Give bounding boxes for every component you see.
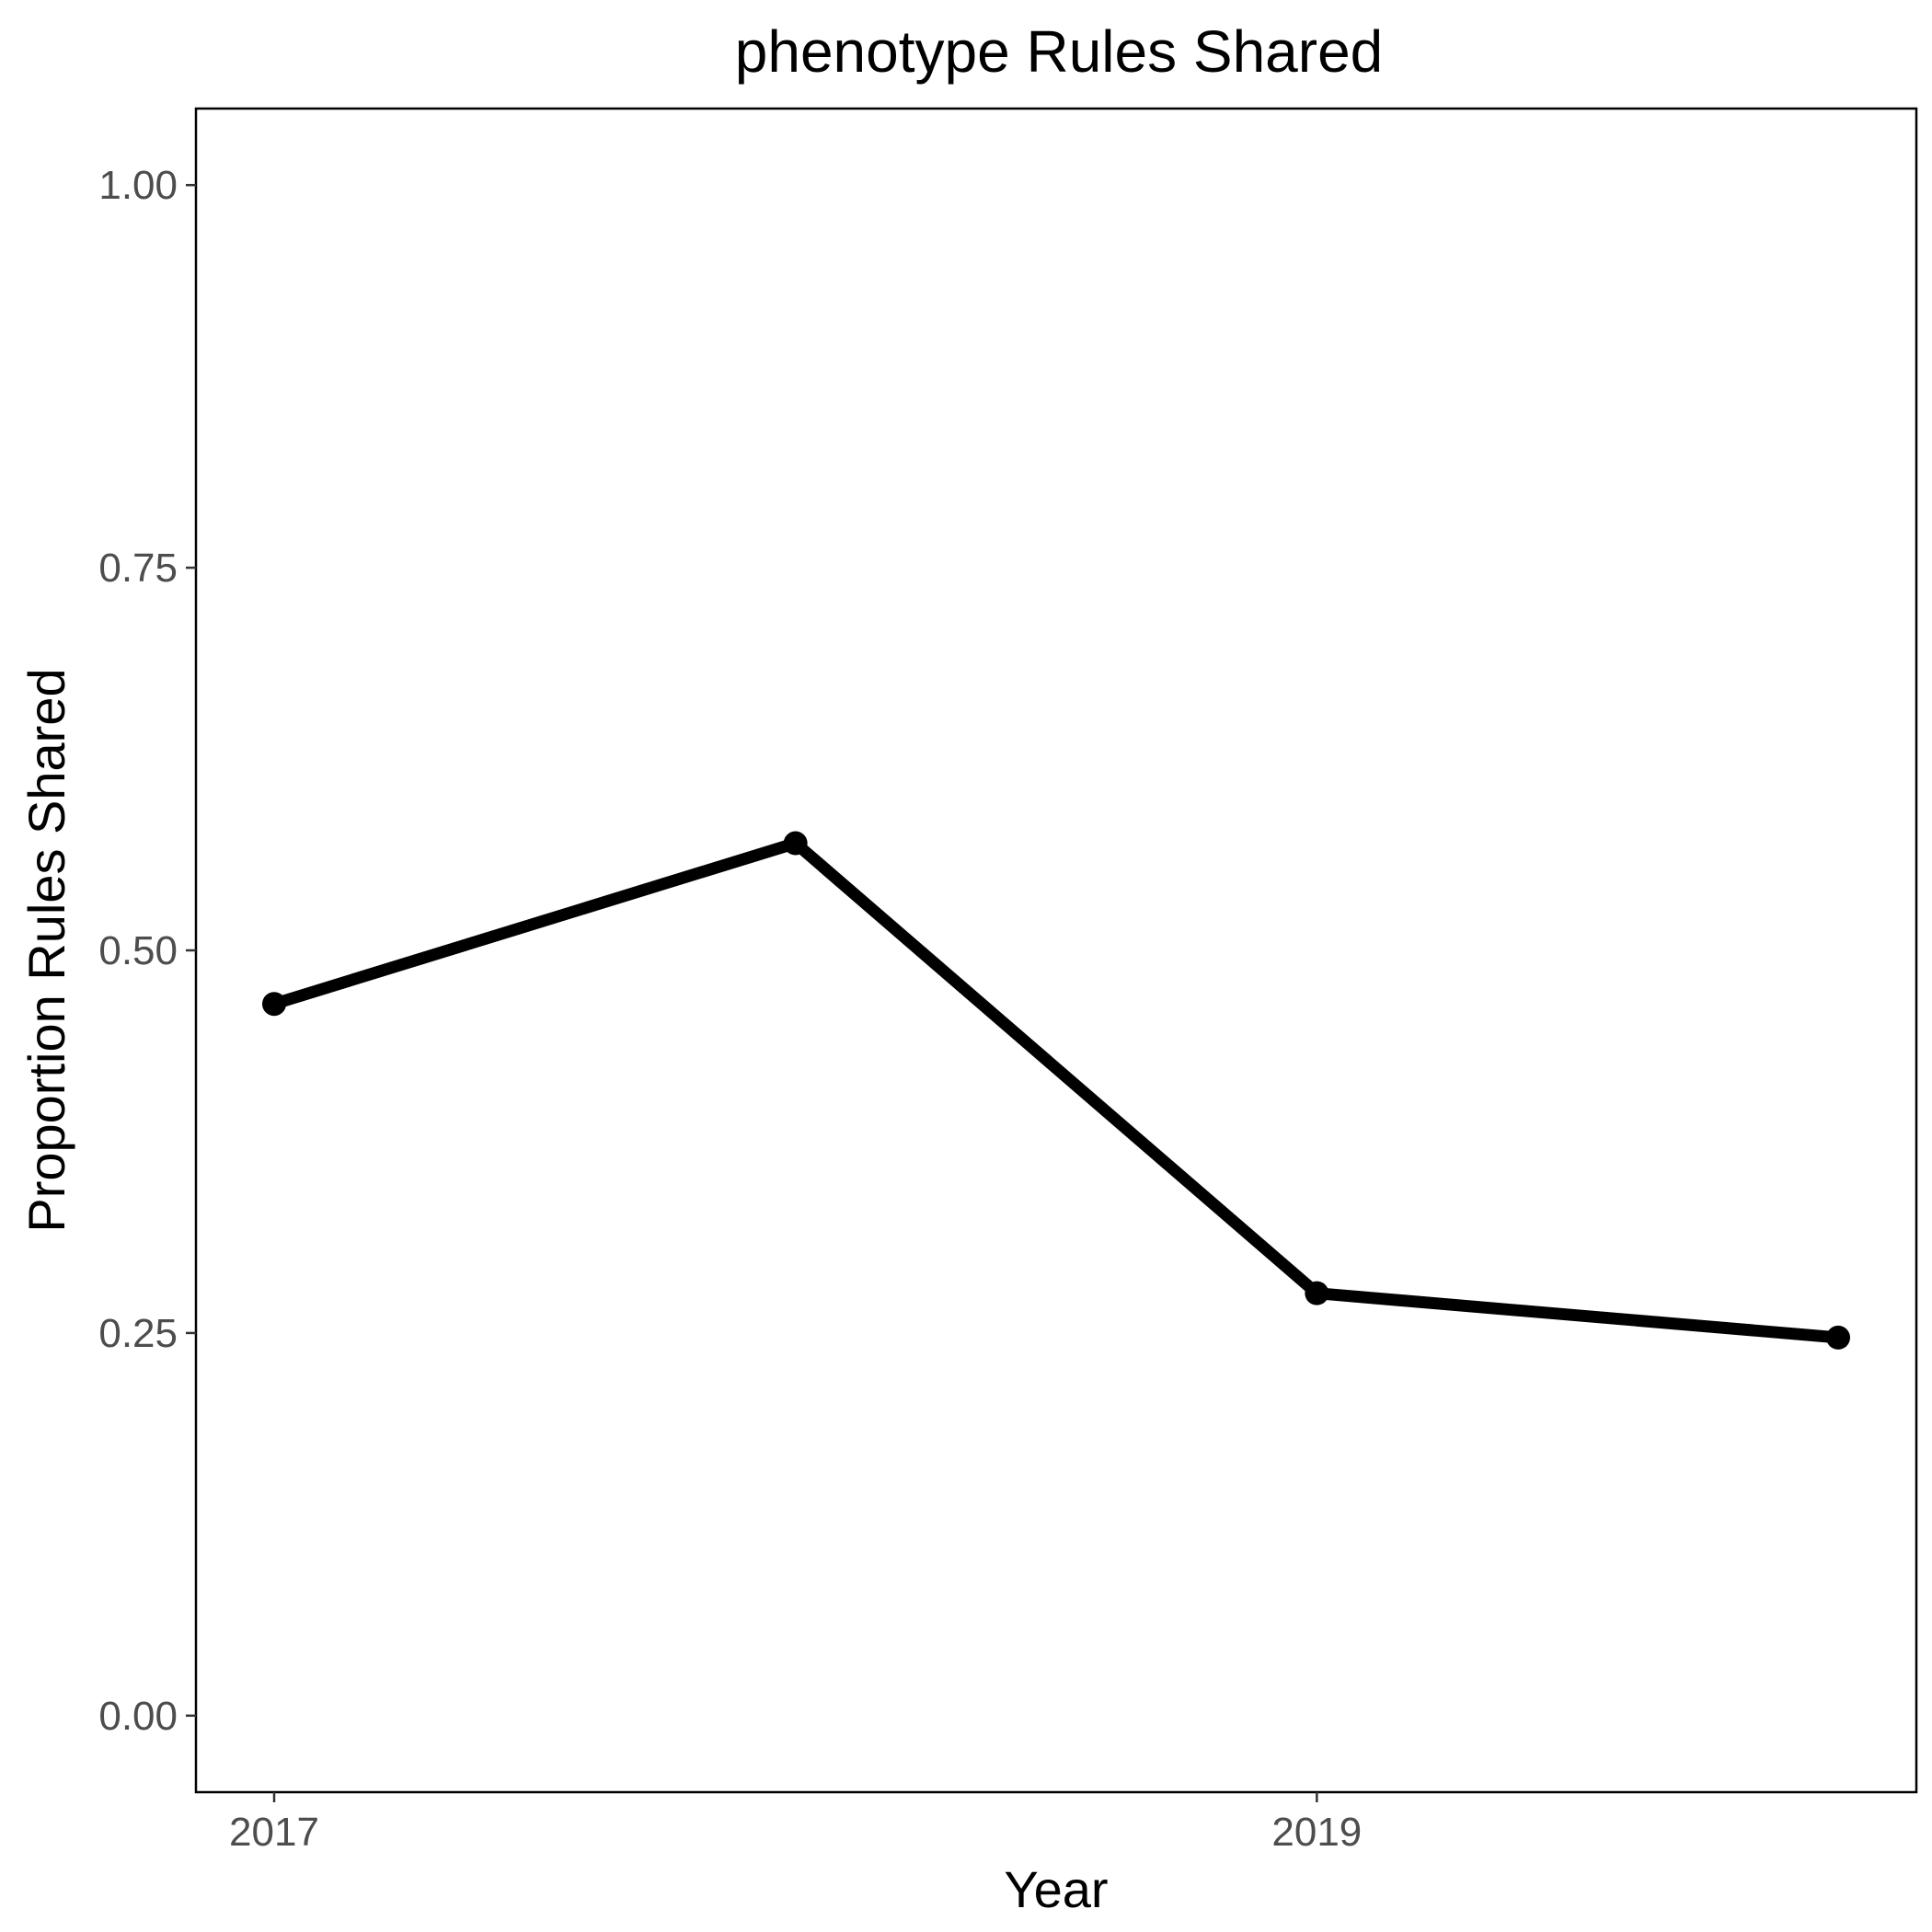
x-tick-label: 2019	[1271, 1810, 1362, 1855]
y-tick-label: 0.00	[98, 1694, 178, 1739]
series-line	[268, 837, 1845, 1344]
plot-panel	[194, 107, 1918, 1794]
x-axis-title: Year	[1004, 1860, 1108, 1918]
y-tick-label: 0.25	[98, 1311, 178, 1356]
data-point	[1826, 1325, 1850, 1350]
x-tick-label: 2017	[229, 1810, 319, 1855]
data-point	[783, 831, 808, 856]
y-axis: 0.00 0.25 0.50 0.75 1.00	[98, 163, 196, 1739]
y-tick-label: 0.50	[98, 928, 178, 973]
y-tick-label: 0.75	[98, 546, 178, 591]
chart-title: phenotype Rules Shared	[735, 18, 1384, 85]
y-axis-title: Proportion Rules Shared	[17, 668, 75, 1232]
data-point	[1305, 1281, 1329, 1305]
series-layer	[262, 831, 1850, 1350]
y-tick-label: 1.00	[98, 163, 178, 208]
data-point	[262, 992, 286, 1017]
x-axis: 2017 2019	[229, 1792, 1362, 1855]
